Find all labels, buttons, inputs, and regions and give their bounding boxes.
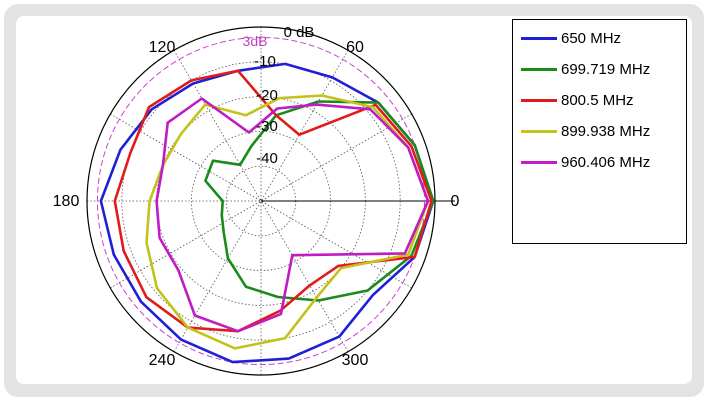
legend-swatch [521,67,557,71]
legend: 650 MHz 699.719 MHz 800.5 MHz 899.938 MHz 96… [512,19,687,244]
angle-label: 240 [149,352,176,369]
series-line-1 [99,62,435,364]
radial-tick-label: 0 dB [284,24,315,41]
series-line-4 [145,94,430,350]
legend-entry: 899.938 MHz [521,121,650,141]
radial-tick-label: -40 [256,150,278,167]
legend-label: 800.5 MHz [561,91,634,109]
legend-entry: 960.406 MHz [521,152,650,172]
legend-label: 960.406 MHz [561,153,651,171]
legend-swatch [521,98,557,102]
legend-entry: 800.5 MHz [521,90,634,110]
legend-swatch [521,36,557,40]
angle-label: 60 [346,39,364,56]
angle-label: 0 [451,193,460,210]
radial-tick-label: -30 [256,118,278,135]
ref-3db-circle [96,36,426,366]
angle-label: 120 [149,39,176,56]
legend-label: 699.719 MHz [561,60,651,78]
radial-tick-label: -20 [256,87,278,104]
radial-tick-label: -10 [254,53,276,70]
legend-label: 650 MHz [561,29,622,47]
outer-circle [86,26,436,376]
legend-entry: 650 MHz [521,28,621,48]
series-line-5 [155,97,430,333]
angle-label: 300 [342,352,369,369]
legend-swatch [521,129,557,133]
series-line-3 [113,69,433,333]
legend-swatch [521,160,557,164]
angle-label: 180 [53,193,80,210]
legend-entry: 699.719 MHz [521,59,650,79]
legend-label: 899.938 MHz [561,122,651,140]
series-line-2 [204,100,435,302]
ref-3db-label: 3dB [243,33,268,49]
